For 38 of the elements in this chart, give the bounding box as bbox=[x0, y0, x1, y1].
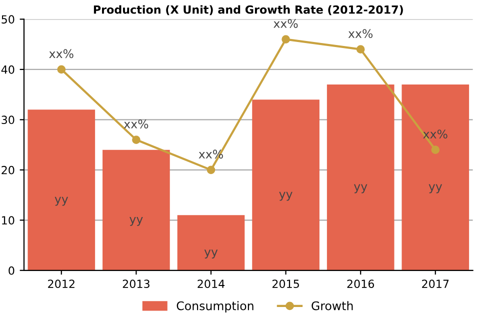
y-tick-label: 20 bbox=[2, 166, 14, 174]
y-tick-label: 10 bbox=[2, 216, 14, 225]
data-label: xx% bbox=[274, 19, 298, 28]
bar bbox=[402, 84, 470, 270]
bar bbox=[252, 100, 320, 270]
data-label: xx% bbox=[348, 29, 373, 38]
data-label: yy bbox=[428, 184, 442, 194]
bar bbox=[102, 150, 170, 270]
x-tick-label: 2012 bbox=[48, 280, 74, 288]
data-label: xx% bbox=[124, 120, 148, 128]
legend-label: Growth bbox=[312, 301, 353, 310]
legend-label: Consumption bbox=[176, 301, 254, 313]
data-label: yy bbox=[54, 196, 68, 206]
y-tick-label: 40 bbox=[1, 65, 14, 74]
x-tick-label: 2013 bbox=[122, 280, 150, 288]
x-tick-label: 2016 bbox=[347, 280, 374, 288]
point bbox=[57, 65, 66, 74]
x-tick-label: 2014 bbox=[198, 280, 225, 288]
data-label: yy bbox=[204, 250, 218, 259]
data-label: xx% bbox=[49, 49, 74, 58]
data-label: yy bbox=[279, 192, 292, 201]
point bbox=[356, 45, 365, 54]
y-tick-label: 50 bbox=[2, 15, 14, 24]
chart-title: Production (X Unit) and Growth Rate (2012-2017) bbox=[94, 5, 403, 16]
point bbox=[282, 35, 290, 44]
point bbox=[132, 136, 140, 144]
point bbox=[206, 166, 216, 174]
point bbox=[431, 146, 440, 154]
x-tick-label: 2015 bbox=[272, 280, 299, 288]
bar bbox=[177, 215, 245, 270]
data-label: xx% bbox=[423, 130, 448, 138]
data-label: yy bbox=[130, 216, 143, 226]
bar bbox=[28, 110, 96, 270]
data-label: yy bbox=[354, 184, 368, 194]
y-tick-label: 30 bbox=[2, 116, 14, 124]
bar bbox=[326, 84, 394, 270]
x-tick-label: 2017 bbox=[422, 280, 449, 288]
y-tick-label: 0 bbox=[8, 266, 14, 275]
